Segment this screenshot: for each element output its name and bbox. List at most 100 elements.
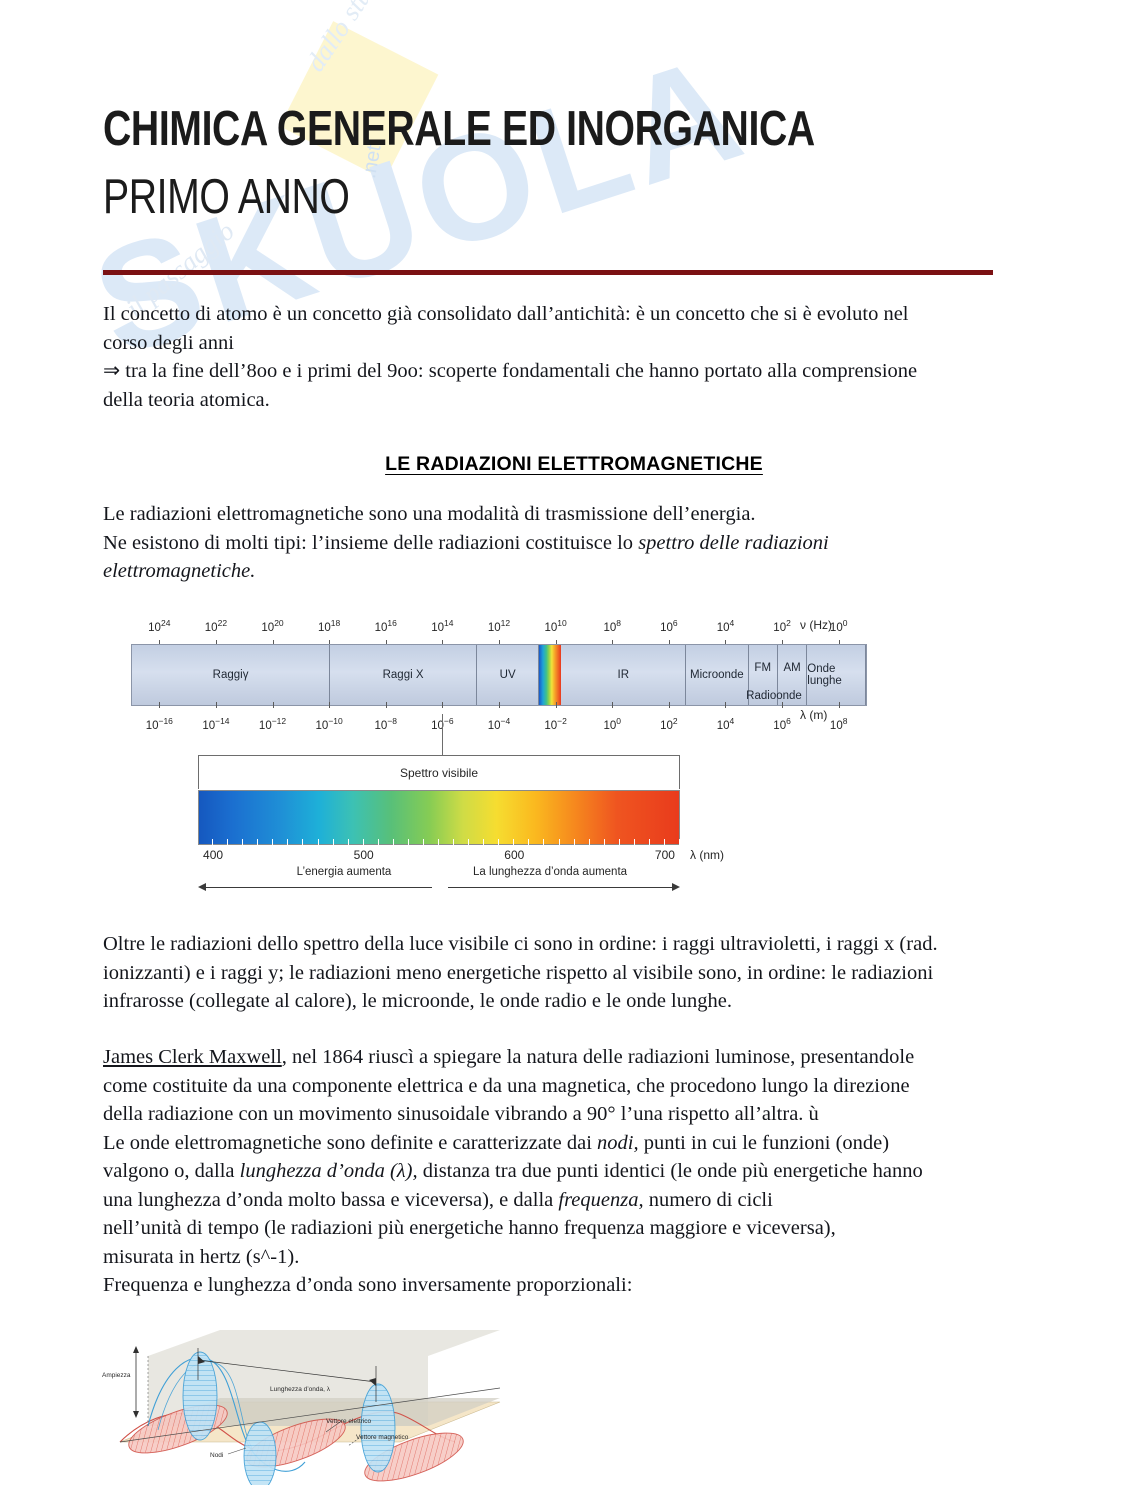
wavelength-axis-unit: λ (m) (800, 708, 828, 722)
wavelength-tick (329, 702, 331, 708)
section-paragraph: Le radiazioni elettromagnetiche sono una… (103, 500, 995, 586)
visible-scale-tick (288, 839, 304, 846)
spectrum-band: AM (778, 645, 808, 705)
visible-scale-tick (319, 839, 334, 846)
electric-lobe-c (360, 1383, 396, 1473)
maxwell-line-3: della radiazione con un movimento sinuso… (103, 1103, 819, 1125)
frequency-tick-label: 108 (603, 618, 621, 634)
frequency-tick (272, 640, 274, 646)
section-heading: LE RADIAZIONI ELETTROMAGNETICHE (0, 453, 1148, 476)
wavelength-tick-label: 10−14 (202, 716, 230, 732)
spectrum-band-label: AM (783, 662, 801, 674)
electromagnetic-wave-figure: Ampiezza Lunghezza d’onda, λ Vettore ele… (100, 1330, 520, 1485)
visible-scale-tick (379, 839, 394, 846)
spectrum-band: Raggi X (330, 645, 477, 705)
electric-leader (325, 1421, 341, 1433)
maxwell-line-6: una lunghezza d’onda molto bassa e vicev… (103, 1186, 995, 1215)
visible-scale-tick (469, 839, 485, 846)
electric-vector-label: Vettore elettrico (326, 1418, 372, 1425)
visible-spectrum-caption-box: Spettro visibile (198, 755, 680, 789)
frequency-tick (668, 640, 670, 646)
visible-scale-tick (439, 839, 455, 846)
em-spectrum-figure: 1024 1022 1020 1018 1016 1014 1012 1010 108 106 10… (128, 612, 868, 894)
maxwell-line-5-a: valgono o, dalla (103, 1160, 240, 1182)
wavelength-tick-label: 100 (603, 716, 621, 732)
energy-increase-label: L’energia aumenta (296, 866, 392, 878)
right-arrow-head (672, 883, 680, 891)
spectrum-band-label: UV (499, 669, 516, 681)
magnetic-leader (347, 1435, 363, 1447)
visible-scale-tick (454, 839, 470, 846)
nodes-label: Nodi (210, 1452, 224, 1459)
visible-spectrum-tick-label: 700 (654, 848, 675, 862)
wavelength-tick-label: 10−10 (315, 716, 343, 732)
wavelength-tick-label: 10−8 (374, 716, 398, 732)
post-figure-paragraph: Oltre le radiazioni dello spettro della … (103, 930, 995, 1016)
wavelength-tick-label: 102 (660, 716, 678, 732)
wavelength-tick-label: 10−2 (544, 716, 567, 732)
section-line-1: Le radiazioni elettromagnetiche sono una… (103, 503, 756, 525)
maxwell-line-7: nell’unità di tempo (le radiazioni più e… (103, 1217, 836, 1239)
wavelength-increase-label: La lunghezza d’onda aumenta (472, 866, 628, 878)
frequency-tick (442, 640, 444, 646)
spectrum-band: FM (749, 645, 778, 705)
intro-line-2: corso degli anni (103, 331, 234, 354)
visible-scale-tick (424, 839, 439, 846)
visible-scale-tick (303, 839, 319, 846)
visible-scale-tick (575, 839, 590, 846)
wavelength-label: Lunghezza d’onda, λ (270, 1386, 330, 1393)
magnetic-lobe-c (364, 1432, 464, 1482)
maxwell-line-1: James Clerk Maxwell, nel 1864 riuscì a s… (103, 1043, 995, 1072)
frequency-tick-label: 102 (773, 618, 791, 634)
visible-scale-tick (228, 839, 244, 846)
maxwell-term-nodi: nodi, (597, 1131, 639, 1154)
frequency-tick-label: 1020 (261, 618, 284, 634)
wavelength-measure-line (197, 1359, 377, 1383)
maxwell-line-9: Frequenza e lunghezza d’onda sono invers… (103, 1274, 633, 1296)
frequency-axis: 1024 1022 1020 1018 1016 1014 1012 1010 108 106 10… (128, 618, 868, 646)
wavelength-tick (442, 702, 444, 708)
section-line-2: Ne esistono di molti tipi: l’insieme del… (103, 529, 995, 558)
frequency-tick-label: 1022 (204, 618, 228, 634)
visible-scale-tick (514, 839, 530, 846)
frequency-tick-label: 106 (660, 618, 678, 634)
visible-spectrum-tick-label: 600 (504, 848, 525, 862)
maxwell-line-4: Le onde elettromagnetiche sono definite … (103, 1129, 995, 1158)
wavelength-tick (725, 702, 727, 708)
visible-scale-tick (394, 839, 409, 846)
frequency-tick-label: 1010 (544, 618, 567, 634)
watermark-logo: SKUOLA .net (41, 0, 764, 532)
wavelength-tick-label: 106 (773, 716, 791, 732)
post-figure-line-1: Oltre le radiazioni dello spettro della … (103, 933, 938, 955)
visible-scale-tick (243, 839, 259, 846)
frequency-tick (782, 640, 784, 646)
spectrum-band: Raggiγ (132, 645, 331, 705)
frequency-tick-label: 1014 (431, 618, 454, 634)
wavelength-tick-label: 104 (716, 716, 735, 732)
visible-scale-tick (560, 839, 575, 846)
frequency-tick (329, 640, 331, 646)
page-subtitle: PRIMO ANNO (103, 170, 350, 224)
visible-spectrum-tick-label: 500 (353, 848, 374, 862)
visible-scale-tick (650, 839, 665, 846)
wavelength-tick (668, 702, 670, 708)
frequency-tick-label: 1018 (318, 618, 341, 634)
visible-scale-tick (529, 839, 545, 846)
spectrum-band-label: Raggi X (382, 669, 424, 681)
maxwell-term-lunghezza-donda: lunghezza d’onda (λ), (239, 1160, 418, 1182)
maxwell-term-frequenza: frequenza, (558, 1188, 644, 1211)
watermark-tagline-right: dallo studente (300, 0, 410, 77)
spectrum-band-label: Onde lunghe (807, 663, 842, 687)
wavelength-tick-label: 10−6 (431, 716, 454, 732)
maxwell-paragraph: James Clerk Maxwell, nel 1864 riuscì a s… (103, 1043, 995, 1300)
visible-scale-tick (334, 839, 349, 846)
spectrum-band-label: Microonde (689, 669, 744, 681)
frequency-tick (159, 640, 161, 646)
post-figure-line-3: infrarosse (collegate al calore), le mic… (103, 990, 732, 1012)
wavelength-tick-label: 10−4 (487, 716, 511, 732)
maxwell-line-4-a: Le onde elettromagnetiche sono definite … (103, 1131, 598, 1154)
maxwell-line-6-a: una lunghezza d’onda molto bassa e vicev… (103, 1188, 559, 1211)
propagation-axis (119, 1387, 501, 1443)
visible-scale-tick (409, 839, 424, 846)
